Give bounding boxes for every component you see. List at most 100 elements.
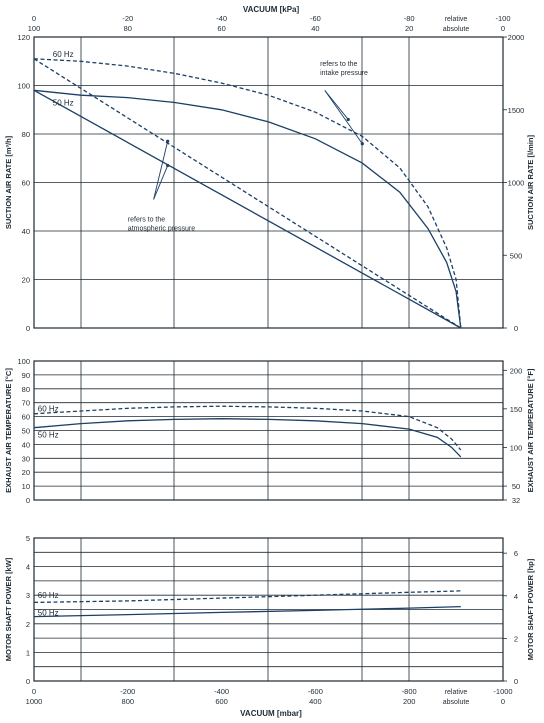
y-tick-label: 30: [22, 454, 30, 463]
y-tick-label: 1: [26, 648, 30, 657]
annotation-arrowhead: [360, 142, 364, 146]
right-tick-label: 1500: [508, 106, 525, 115]
right-tick-label: 2: [514, 634, 518, 643]
series-label: 60 Hz: [53, 50, 74, 59]
series-label: 60 Hz: [38, 591, 59, 600]
right-tick-label: 32: [512, 496, 520, 505]
right-tick-label: 4: [514, 592, 518, 601]
top-tick-label: 80: [124, 24, 132, 33]
bottom-special-label: relative: [445, 689, 468, 696]
right-tick-label: 0: [514, 677, 518, 686]
series-line: [33, 418, 462, 458]
plot-frame: [33, 537, 504, 682]
right-tick-label: 50: [512, 482, 520, 491]
top-tick-label: 100: [28, 24, 41, 33]
y-tick-label: 0: [26, 324, 30, 333]
bottom-tick-label: 200: [403, 697, 416, 706]
bottom-tick-label: -1000: [493, 687, 512, 696]
series-line: [33, 58, 462, 329]
series-line: [33, 590, 461, 604]
right-tick-label: 6: [514, 549, 518, 558]
bottom-tick-label: 1000: [26, 697, 43, 706]
bottom-special-label: absolute: [443, 699, 470, 706]
top-axis-title: VACUUM [kPa]: [243, 5, 300, 14]
series-line: [33, 89, 462, 329]
bottom-tick-label: -400: [214, 687, 229, 696]
bottom-tick-label: -200: [120, 687, 135, 696]
bottom-tick-label: 600: [215, 697, 228, 706]
bottom-tick-label: 0: [501, 697, 505, 706]
top-tick-label: 40: [311, 24, 319, 33]
top-tick-label: -40: [216, 14, 227, 23]
series-line: [33, 58, 462, 329]
panel-1: 0 20 40 60 80 100 120 0 500 1000 1500 2000 SUCTION A…: [4, 33, 535, 333]
annotation-leader: [324, 90, 363, 144]
y-axis-title-right: MOTOR SHAFT POWER [hp]: [526, 558, 535, 660]
y-tick-label: 90: [22, 371, 30, 380]
top-tick-label: 0: [501, 24, 505, 33]
top-tick-label: 20: [405, 24, 413, 33]
y-tick-label: 4: [26, 563, 30, 572]
y-tick-label: 100: [17, 82, 30, 91]
top-special-label: relative: [445, 16, 468, 23]
annotation-text: atmospheric pressure: [128, 225, 195, 232]
top-tick-label: -100: [495, 14, 510, 23]
right-tick-label: 1000: [508, 179, 525, 188]
y-tick-label: 100: [17, 357, 30, 366]
y-axis-title: EXHAUST AIR TEMPERATURE [°C]: [4, 368, 13, 493]
top-tick-label: 0: [32, 14, 36, 23]
y-tick-label: 40: [22, 440, 30, 449]
y-tick-label: 70: [22, 399, 30, 408]
top-special-label: absolute: [443, 26, 470, 33]
annotation-arrowhead: [346, 117, 350, 122]
bottom-tick-label: -800: [402, 687, 417, 696]
bottom-axis-title: VACUUM [mbar]: [240, 709, 302, 718]
bottom-tick-label: 400: [309, 697, 322, 706]
y-tick-label: 3: [26, 591, 30, 600]
y-axis-title-right: SUCTION AIR RATE [l/min]: [526, 135, 535, 230]
annotation-arrowhead: [166, 139, 170, 143]
y-tick-label: 80: [22, 130, 30, 139]
y-tick-label: 20: [22, 276, 30, 285]
right-tick-label: 500: [510, 251, 523, 260]
y-tick-label: 50: [22, 427, 30, 436]
y-tick-label: 2: [26, 620, 30, 629]
top-tick-label: -60: [310, 14, 321, 23]
y-tick-label: 40: [22, 227, 30, 236]
annotation-arrowhead: [166, 163, 170, 168]
top-tick-label: -20: [122, 14, 133, 23]
right-tick-label: 2000: [508, 33, 525, 42]
bottom-tick-label: -600: [308, 687, 323, 696]
y-tick-label: 120: [17, 33, 30, 42]
right-tick-label: 100: [510, 443, 523, 452]
y-axis-title-right: EXHAUST AIR TEMPERATURE [°F]: [526, 368, 535, 492]
annotation-text: refers to the: [128, 216, 165, 223]
series-label: 50 Hz: [53, 98, 74, 107]
top-tick-label: 60: [217, 24, 225, 33]
right-tick-label: 150: [510, 405, 523, 414]
series-line: [33, 405, 462, 451]
y-tick-label: 20: [22, 468, 30, 477]
series-label: 50 Hz: [38, 608, 59, 617]
bottom-tick-label: 800: [122, 697, 135, 706]
y-tick-label: 0: [26, 677, 30, 686]
annotation-text: refers to the: [320, 61, 357, 68]
y-tick-label: 60: [22, 413, 30, 422]
y-axis-title: MOTOR SHAFT POWER [kW]: [4, 557, 13, 661]
y-tick-label: 10: [22, 482, 30, 491]
annotation-text: intake pressure: [320, 70, 368, 77]
panel-2: 01020304050607080901003250100150200EXHAU…: [4, 357, 535, 505]
plot-frame: [33, 360, 504, 501]
series-label: 60 Hz: [38, 404, 59, 413]
right-tick-label: 0: [514, 324, 518, 333]
panel-3: 0 1 2 3 4 5 0 2 4 6 MOTOR SHAFT POWER [kW] MOTOR SH…: [4, 534, 535, 686]
right-tick-label: 200: [510, 366, 523, 375]
series-label: 50 Hz: [38, 431, 59, 440]
annotation-leader: [153, 165, 169, 200]
top-tick-label: -80: [404, 14, 415, 23]
y-axis-title: SUCTION AIR RATE [m³/h]: [4, 135, 13, 229]
bottom-tick-label: 0: [32, 687, 36, 696]
y-tick-label: 80: [22, 385, 30, 394]
annotation-leader: [153, 141, 169, 200]
